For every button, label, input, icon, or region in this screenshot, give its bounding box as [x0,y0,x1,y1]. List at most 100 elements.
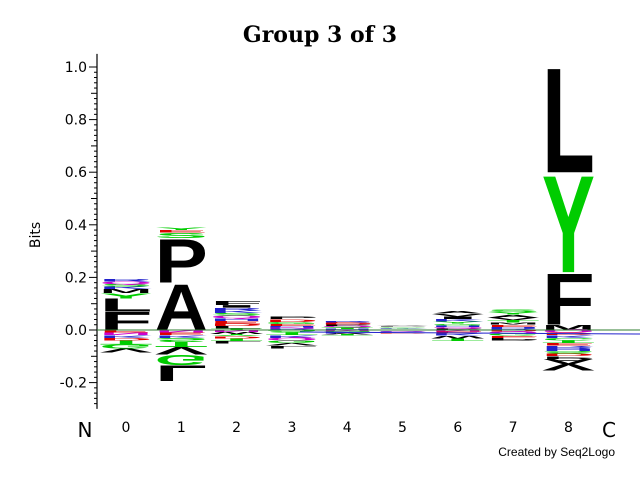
logo-glyph-T: T [100,339,153,345]
logo-glyph-T: T [210,328,263,330]
logo-glyph-K: K [431,333,484,336]
logo-glyph-Y: Y [100,292,153,300]
logo-glyph-M: M [487,322,540,325]
logo-glyph-P: P [431,328,484,330]
logo-glyph-R: R [376,331,429,332]
y-axis-label: Bits [28,222,44,248]
x-tick-label: 2 [232,420,241,436]
logo-glyph-Y: Y [542,147,595,302]
logo-glyph-T: T [321,328,374,330]
logo-glyph-G: G [376,327,429,328]
logo-glyph-G: G [321,331,374,333]
logo-glyph-T: T [542,340,595,344]
x-tick-label: 6 [453,420,462,436]
logo-glyph-F: F [210,300,263,306]
c-terminus-label: C [602,418,616,442]
y-tick-label: 0.2 [65,270,87,286]
logo-glyph-T: T [431,338,484,342]
logo-glyph-P: P [542,355,595,359]
logo-glyph-E: E [321,322,374,324]
logo-glyph-D: D [210,336,263,339]
logo-glyph-E: E [487,324,540,327]
logo-glyph-N: N [100,332,153,336]
x-tick-label: 3 [287,420,296,436]
logo-glyph-Q: Q [321,326,374,328]
logo-glyph-N: N [265,327,318,329]
logo-glyph-K: K [265,334,318,338]
logo-glyph-F: F [542,259,595,341]
logo-glyph-G: G [100,343,153,349]
logo-glyph-A: A [431,310,484,314]
logo-glyph-S: S [155,337,208,343]
logo-glyph-W: W [431,335,484,339]
logo-glyph-W: W [210,331,263,334]
logo-glyph-Q: Q [100,281,153,285]
logo-glyph-E: E [542,342,595,346]
logo-glyph-M: M [542,323,595,331]
logo-glyph-Q: Q [431,326,484,328]
logo-glyph-K: K [431,318,484,322]
logo-glyph-A: A [155,272,208,345]
logo-glyph-E: E [155,332,208,336]
logo-glyph-L: L [210,325,263,329]
x-tick-label: 7 [509,420,518,436]
logo-glyph-K: K [100,286,153,290]
logo-glyph-N: N [210,329,263,332]
logo-glyph-Q: Q [487,331,540,334]
logo-glyph-S: S [487,309,540,313]
logo-glyph-Y: Y [487,311,540,315]
logo-glyph-N: N [155,329,208,333]
logo-glyph-I: I [431,316,484,320]
logo-glyph-H: H [542,348,595,352]
logo-glyph-L: L [210,340,263,344]
x-axis: 0 1 2 3 4 5 6 7 8 [122,420,573,436]
logo-glyph-S: S [321,327,374,329]
logo-glyphs: FLYMKSQRENKDTGVAPSEYNEKSTVGLTLDEHQSKRIFN… [100,38,596,385]
logo-glyph-A: A [542,357,595,365]
logo-glyph-Q: Q [210,315,263,319]
y-tick-label: 0.4 [65,218,87,234]
logo-glyph-L: L [265,345,318,349]
logo-glyph-L: L [155,361,208,385]
logo-glyph-H: H [487,326,540,328]
logo-glyph-T: T [321,334,374,336]
logo-glyph-S: S [265,329,318,333]
logo-glyph-T: T [210,338,263,342]
logo-glyph-S: S [542,350,595,354]
logo-glyph-P: P [321,325,374,327]
logo-glyph-V: V [431,313,484,317]
logo-glyph-S: S [155,231,208,239]
logo-glyph-H: H [265,326,318,328]
y-tick-label: 0.6 [65,165,87,181]
logo-glyph-G: G [155,352,208,368]
logo-glyph-H: H [210,318,263,322]
logo-glyph-K: K [376,327,429,328]
logo-glyph-V: V [542,362,595,372]
logo-glyph-E: E [100,329,153,333]
logo-glyph-L: L [100,295,153,316]
logo-glyph-G: G [265,321,318,324]
logo-glyph-K: K [155,334,208,338]
logo-glyph-D: D [265,319,318,323]
logo-glyph-R: R [100,278,153,282]
y-tick-label: 0.8 [65,113,87,129]
logo-glyph-Y: Y [376,328,429,329]
logo-glyph-R: R [321,321,374,323]
logo-glyph-V: V [321,333,374,335]
logo-glyph-V: V [155,345,208,357]
x-tick-label: 5 [398,420,407,436]
logo-glyph-P: P [155,226,208,296]
logo-glyph-V: V [100,347,153,353]
y-tick-label: 0.0 [65,323,87,339]
logo-glyph-P: P [487,337,540,341]
logo-glyph-Q: Q [265,337,318,341]
logo-glyph-T: T [487,319,540,323]
n-terminus-label: N [78,418,93,442]
logo-glyph-G: G [431,323,484,325]
x-tick-label: 1 [177,420,186,436]
logo-glyph-R: R [487,328,540,330]
logo-glyph-D: D [376,333,429,334]
logo-glyph-D: D [487,330,540,332]
y-tick-label: -0.2 [60,376,87,392]
